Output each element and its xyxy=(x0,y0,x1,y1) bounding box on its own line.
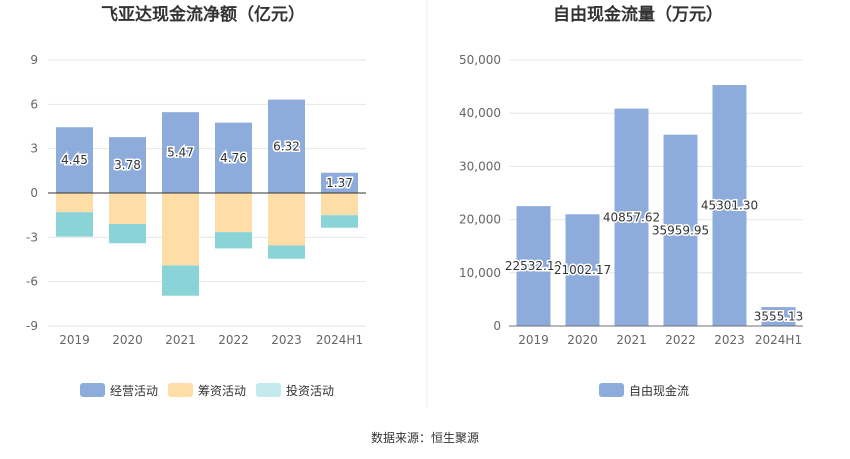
chart1-bar xyxy=(109,224,146,244)
chart2-legend-swatch xyxy=(599,383,624,397)
chart2-data-label: 22532.19 xyxy=(505,259,562,273)
chart1-bar xyxy=(109,193,146,225)
chart2-data-label: 40857.62 xyxy=(603,210,660,224)
chart2-xtick-label: 2021 xyxy=(616,333,647,347)
chart2-ytick-label: 40,000 xyxy=(459,106,501,120)
chart2-ytick-label: 0 xyxy=(493,319,501,333)
chart1-xtick-label: 2019 xyxy=(59,333,90,347)
chart1-plot: 9 6 3 0 -3 -6 -9 2019 4.45 2020 3.78 2021 5.47 2022 4.… xyxy=(26,53,366,398)
chart1-legend-swatch xyxy=(80,383,105,397)
chart1-bar xyxy=(162,193,199,266)
chart1-data-label: 4.45 xyxy=(61,153,88,167)
chart1-bar xyxy=(215,122,252,193)
chart1-xtick-label: 2020 xyxy=(112,333,143,347)
chart1-xtick-label: 2024H1 xyxy=(316,333,363,347)
chart2-xtick-label: 2022 xyxy=(665,333,696,347)
chart1-ytick-label: 0 xyxy=(30,186,38,200)
chart1-bar xyxy=(321,172,358,193)
chart1-ytick-label: -9 xyxy=(26,319,38,333)
chart1-bar xyxy=(215,232,252,249)
chart1-data-label: 4.76 xyxy=(220,151,247,165)
chart2-ytick-label: 30,000 xyxy=(459,159,501,173)
chart1-legend-swatch xyxy=(168,383,193,397)
chart2-bar xyxy=(761,307,796,326)
chart2-data-label: 21002.17 xyxy=(554,263,611,277)
chart1-ytick-label: -3 xyxy=(26,230,38,244)
chart2-bar xyxy=(712,84,747,326)
chart1-data-label: 1.37 xyxy=(326,176,353,190)
chart1-data-label: 5.47 xyxy=(167,146,194,160)
chart2-bar xyxy=(516,206,551,326)
chart1-xtick-label: 2023 xyxy=(271,333,302,347)
chart2-plot: 50,000 40,000 30,000 20,000 10,000 0 2019 22532… xyxy=(459,53,805,398)
chart2-legend-label: 自由现金流 xyxy=(629,383,689,398)
chart1-legend: 经营活动 筹资活动 投资活动 xyxy=(80,383,334,398)
chart1-ytick-label: 6 xyxy=(30,97,38,111)
chart2-ytick-label: 50,000 xyxy=(459,53,501,67)
chart1-legend-label: 投资活动 xyxy=(286,383,334,398)
chart2-data-label: 35959.95 xyxy=(652,223,709,237)
chart2-bar xyxy=(663,134,698,326)
chart2-bar xyxy=(614,108,649,327)
chart2-data-label: 45301.30 xyxy=(701,198,758,212)
chart1-bar xyxy=(268,99,305,193)
chart1-legend-label: 经营活动 xyxy=(110,384,158,398)
chart1-data-label: 6.32 xyxy=(273,139,300,153)
chart2-xtick-label: 2020 xyxy=(567,333,598,347)
chart2-xtick-label: 2023 xyxy=(714,333,745,347)
chart1-xtick-label: 2021 xyxy=(165,333,196,347)
chart1-bar xyxy=(56,127,93,193)
chart2-title: 自由现金流量（万元） xyxy=(553,4,723,25)
chart1-ytick-label: 9 xyxy=(30,53,38,67)
chart1-ytick-label: -6 xyxy=(26,275,38,289)
chart2-xtick-label: 2019 xyxy=(518,333,549,347)
chart1-bar xyxy=(268,245,305,259)
chart2-ytick-label: 10,000 xyxy=(459,266,501,280)
chart2-data-label: 3555.13 xyxy=(754,310,804,324)
chart1-bar xyxy=(56,212,93,237)
chart1-title: 飞亚达现金流净额（亿元） xyxy=(101,4,305,25)
chart1-data-label: 3.78 xyxy=(114,158,141,172)
chart1-bar xyxy=(268,193,305,246)
chart1-bar xyxy=(215,193,252,233)
chart1-xtick-label: 2022 xyxy=(218,333,249,347)
chart1-legend-swatch xyxy=(256,383,281,397)
chart2-ytick-label: 20,000 xyxy=(459,213,501,227)
chart1-bar xyxy=(109,137,146,193)
chart1-bar xyxy=(56,193,93,213)
chart1-bar xyxy=(321,215,358,228)
chart2-xtick-label: 2024H1 xyxy=(755,333,802,347)
source-note: 数据来源：恒生聚源 xyxy=(371,430,479,445)
chart1-bar xyxy=(162,112,199,193)
chart1-bar xyxy=(321,193,358,216)
chart1-ytick-label: 3 xyxy=(30,142,38,156)
chart1-bar xyxy=(162,265,199,296)
chart2-bar xyxy=(565,214,600,326)
chart1-legend-label: 筹资活动 xyxy=(198,384,246,398)
chart2-legend: 自由现金流 xyxy=(599,383,689,398)
